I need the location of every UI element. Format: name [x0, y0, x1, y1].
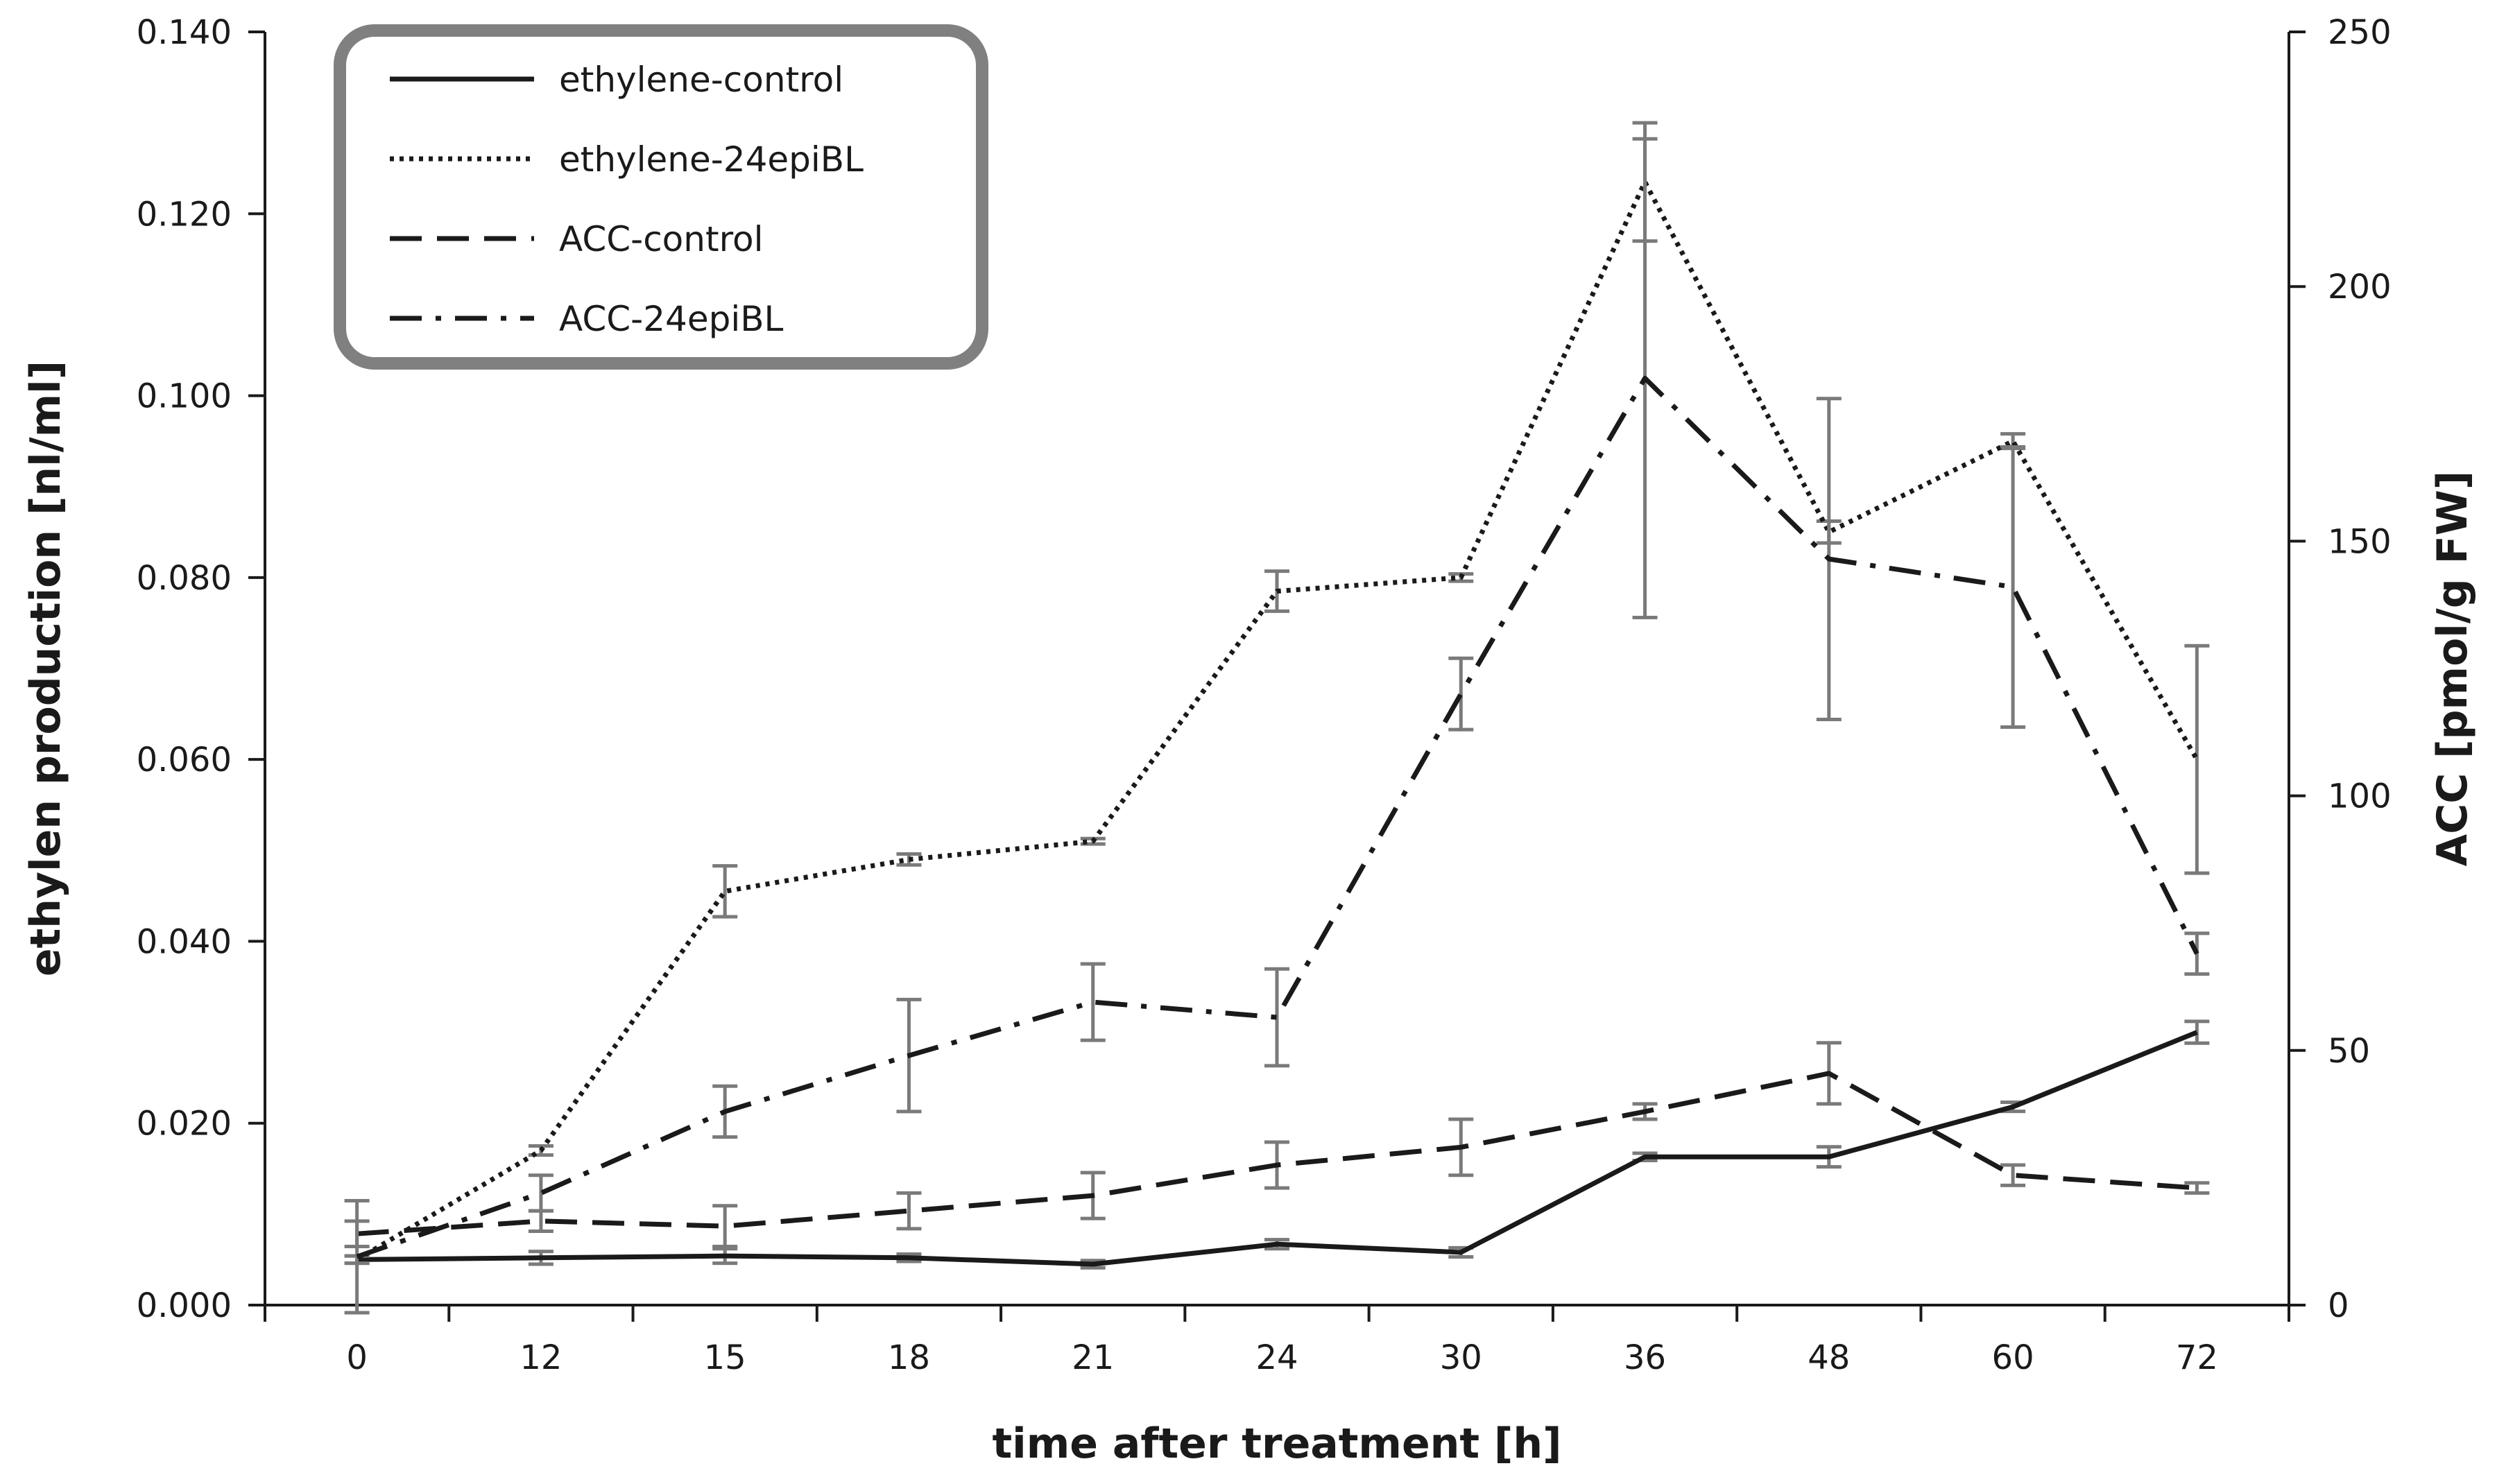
legend-box [334, 24, 988, 370]
series-ethylene-control [344, 1019, 2210, 1270]
y2-tick-label: 50 [2328, 1032, 2370, 1071]
y-tick-label: 0.140 [137, 13, 232, 52]
legend-label: ACC-24epiBL [559, 299, 784, 339]
x-tick-label: 21 [1072, 1338, 1114, 1377]
y2-tick-label: 200 [2328, 268, 2392, 307]
x-tick-label: 15 [704, 1338, 746, 1377]
x-tick-label: 24 [1255, 1338, 1298, 1377]
y-tick-label: 0.020 [137, 1105, 232, 1144]
x-ticks: 0 12 15 18 21 24 30 36 48 60 72 [264, 1305, 2290, 1377]
x-axis-title: time after treatment [h] [993, 1420, 1562, 1468]
series-layer [344, 121, 2210, 1315]
legend: ethylene-control ethylene-24epiBL ACC-cont… [334, 24, 988, 370]
x-tick-label: 60 [1992, 1338, 2034, 1377]
series-ACC-24epiBL [344, 137, 2210, 1315]
x-tick-label: 18 [888, 1338, 930, 1377]
legend-label: ethylene-control [559, 60, 843, 100]
y2-tick-label: 0 [2328, 1286, 2349, 1325]
x-tick-label: 30 [1440, 1338, 1482, 1377]
y-tick-label: 0.100 [137, 377, 232, 416]
legend-items: ethylene-control ethylene-24epiBL ACC-cont… [390, 60, 864, 339]
y-ticks: 0.000 0.020 0.040 0.060 0.080 0.100 0.120 0.140 [137, 13, 265, 1325]
y-tick-label: 0.120 [137, 195, 232, 234]
legend-label: ACC-control [559, 219, 764, 259]
x-tick-label: 36 [1624, 1338, 1666, 1377]
y-tick-label: 0.080 [137, 559, 232, 598]
y-tick-label: 0.000 [137, 1286, 232, 1325]
y2-tick-label: 150 [2328, 522, 2392, 561]
y2-tick-label: 250 [2328, 13, 2392, 52]
y2-tick-label: 100 [2328, 777, 2392, 816]
x-tick-label: 12 [520, 1338, 562, 1377]
x-tick-label: 0 [346, 1338, 368, 1377]
y-tick-label: 0.040 [137, 922, 232, 961]
legend-label: ethylene-24epiBL [559, 139, 864, 180]
series-ACC-control [344, 1041, 2210, 1249]
x-tick-label: 72 [2176, 1338, 2218, 1377]
plot-area: 0 12 15 18 21 24 30 36 48 60 72 0.0000.0200.0400.0… [137, 13, 2392, 1377]
y2-axis-title: ACC [pmol/g FW] [2428, 471, 2477, 866]
y-tick-label: 0.060 [137, 741, 232, 779]
x-tick-label: 48 [1808, 1338, 1850, 1377]
y-axis-title: ethylen production [nl/ml] [22, 361, 70, 976]
y2-ticks: 0 50 100 150 200 250 [2289, 13, 2392, 1325]
series-line [356, 375, 2199, 1259]
